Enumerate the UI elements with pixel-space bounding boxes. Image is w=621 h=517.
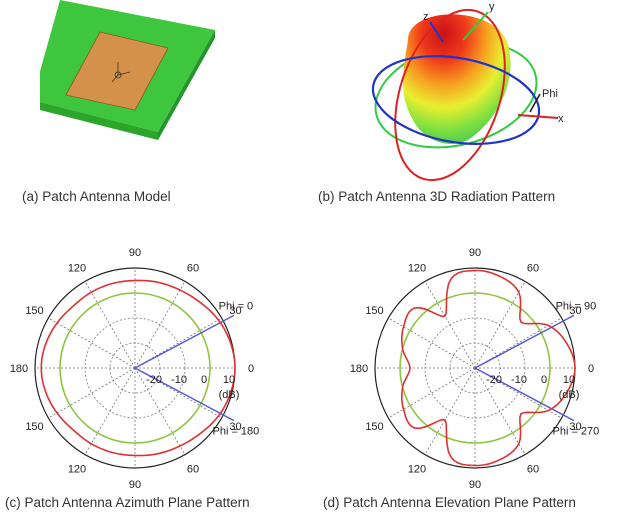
axis-label-x: x <box>558 113 564 125</box>
substrate-side-front <box>32 100 158 140</box>
angle-label: 90 <box>469 247 481 259</box>
axis-phi <box>529 93 541 113</box>
angle-label: 0 <box>248 363 254 375</box>
angle-label: 120 <box>408 464 426 476</box>
axis-label-z: z <box>423 11 429 23</box>
panel-patch-model <box>32 0 240 175</box>
angle-label: 30 <box>229 421 241 433</box>
unit-label: (dB) <box>219 389 240 401</box>
patch <box>65 31 169 111</box>
grid-spoke <box>388 367 476 419</box>
panel-azimuth: 90 60 30 0 30 60 90 120 150 180 150 120 -20 -10 0 10 (dB… <box>0 235 310 495</box>
axis-label-phi: Phi <box>542 88 558 100</box>
orbit-blue <box>371 55 541 145</box>
grid-spoke <box>84 281 136 369</box>
radial-label: 10 <box>563 374 575 386</box>
caption-a: (a) Patch Antenna Model <box>22 189 171 204</box>
patch-model-drawing <box>32 0 215 140</box>
cut-label: Phi = 270 <box>553 426 600 438</box>
reference-circle <box>59 292 211 444</box>
caption-d: (d) Patch Antenna Elevation Plane Patter… <box>323 495 576 510</box>
unit-label: (dB) <box>559 389 580 401</box>
angle-label: 60 <box>187 464 199 476</box>
angle-label: 150 <box>25 305 43 317</box>
angle-label: 90 <box>129 247 141 259</box>
caption-c: (c) Patch Antenna Azimuth Plane Pattern <box>5 495 250 510</box>
radiation-3d-drawing: z y x Phi <box>371 1 564 182</box>
grid-spoke <box>48 367 136 419</box>
angle-label: 150 <box>365 421 383 433</box>
grid-spoke <box>474 281 526 369</box>
cut-label: Phi = 90 <box>556 300 597 312</box>
panel-elevation: 90 60 30 0 30 60 90 120 150 180 150 120 -20 -10 0 10 (dB… <box>310 235 621 495</box>
radial-label: -10 <box>511 374 527 386</box>
substrate-side-right <box>158 30 215 140</box>
angle-label: 30 <box>569 421 581 433</box>
pattern-curve <box>401 269 576 467</box>
cut-line <box>134 367 235 422</box>
radiation-lobe <box>403 14 511 144</box>
grid-spoke <box>424 281 476 369</box>
angle-label: 150 <box>25 421 43 433</box>
angle-label: 180 <box>10 363 28 375</box>
cut-label: Phi = 0 <box>219 300 254 312</box>
axis-y <box>462 11 489 41</box>
angle-label: 60 <box>527 263 539 275</box>
grid-spoke <box>48 317 136 369</box>
elevation-polar-plot: 90 60 30 0 30 60 90 120 150 180 150 120 -20 -10 0 10 (dB… <box>350 247 600 491</box>
panel-3d-pattern: z y x Phi <box>368 0 568 185</box>
radial-label: -20 <box>146 374 162 386</box>
axis-x <box>517 114 559 119</box>
cut-label: Phi = 180 <box>213 426 260 438</box>
radial-label: 0 <box>541 374 547 386</box>
feed-point <box>111 62 131 83</box>
radial-label: -10 <box>171 374 187 386</box>
angle-label: 90 <box>469 479 481 491</box>
radial-label: -20 <box>486 374 502 386</box>
angle-label: 120 <box>408 263 426 275</box>
axis-label-y: y <box>489 1 495 13</box>
angle-label: 30 <box>569 305 581 317</box>
angle-label: 30 <box>229 305 241 317</box>
orbit-red <box>394 8 506 182</box>
pattern-curve <box>40 279 236 457</box>
angle-label: 120 <box>68 464 86 476</box>
azimuth-polar-plot: 90 60 30 0 30 60 90 120 150 180 150 120 -20 -10 0 10 (dB… <box>10 247 260 491</box>
angle-label: 0 <box>588 363 594 375</box>
radial-label: 10 <box>223 374 235 386</box>
grid-spoke <box>84 367 136 455</box>
reference-circle <box>399 292 551 444</box>
cut-line <box>134 314 235 369</box>
grid-spoke <box>134 367 186 455</box>
grid-spoke <box>424 367 476 455</box>
axis-z <box>429 21 444 43</box>
cut-line <box>474 367 575 422</box>
angle-label: 60 <box>527 464 539 476</box>
grid-spoke <box>134 281 186 369</box>
grid-spoke <box>474 367 526 455</box>
cut-line <box>474 314 575 369</box>
grid-spoke <box>388 317 476 369</box>
caption-b: (b) Patch Antenna 3D Radiation Pattern <box>318 189 556 204</box>
angle-label: 180 <box>350 363 368 375</box>
angle-label: 120 <box>68 263 86 275</box>
angle-label: 60 <box>187 263 199 275</box>
angle-label: 150 <box>365 305 383 317</box>
angle-label: 90 <box>129 479 141 491</box>
radial-label: 0 <box>201 374 207 386</box>
